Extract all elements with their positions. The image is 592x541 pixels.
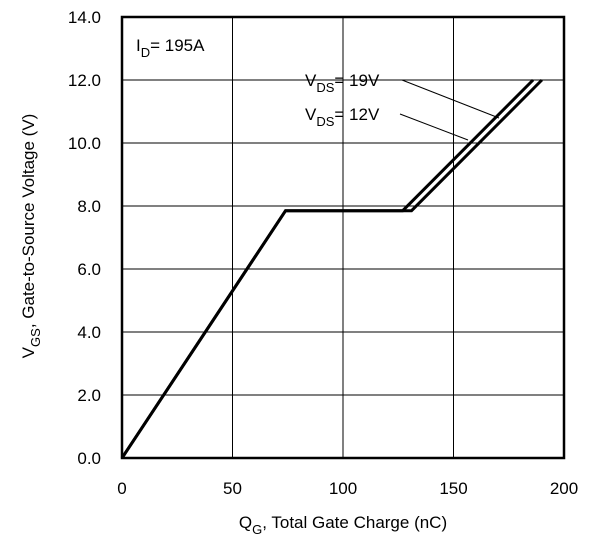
ylabel-sub: GS [28, 328, 43, 347]
xlabel-rest: , Total Gate Charge (nC) [262, 513, 447, 532]
series-label-vds-19v: VDS= 19V [305, 71, 380, 95]
annotation-sub: D [141, 45, 150, 60]
ylabel-main: V [19, 346, 38, 358]
leader-line-12v [399, 113, 469, 141]
y-tick-label: 10.0 [68, 134, 101, 153]
y-axis-label: VGS, Gate-to-Source Voltage (V) [19, 114, 43, 359]
series-label-sub: DS [316, 114, 334, 129]
leader-line-19v [401, 79, 500, 119]
y-tick-label: 8.0 [77, 197, 101, 216]
series-label-rest: = 12V [334, 105, 380, 124]
xlabel-main: Q [239, 513, 252, 532]
x-tick-label: 50 [223, 479, 242, 498]
series-label-sub: DS [316, 80, 334, 95]
annotation-rest: = 195A [150, 36, 205, 55]
x-tick-label: 100 [329, 479, 357, 498]
y-tick-label: 0.0 [77, 449, 101, 468]
annotation-main: I [136, 36, 141, 55]
y-tick-label: 2.0 [77, 386, 101, 405]
tick-labels: 0 50 100 150 200 0.0 2.0 4.0 6.0 8.0 10.0 12.0 14.0 [68, 8, 578, 498]
x-tick-label: 200 [550, 479, 578, 498]
y-tick-label: 4.0 [77, 323, 101, 342]
drain-current-annotation: ID= 195A [136, 36, 205, 60]
plot-frame [120, 15, 566, 460]
series-label-main: V [305, 105, 317, 124]
y-tick-label: 14.0 [68, 8, 101, 27]
x-axis-label: QG, Total Gate Charge (nC) [239, 513, 447, 537]
ylabel-rest: , Gate-to-Source Voltage (V) [19, 114, 38, 329]
x-tick-label: 150 [439, 479, 467, 498]
xlabel-sub: G [252, 522, 262, 537]
series-label-vds-12v: VDS= 12V [305, 105, 380, 129]
x-tick-label: 0 [117, 479, 126, 498]
series-label-rest: = 19V [334, 71, 380, 90]
series-layer [120, 78, 543, 459]
y-tick-label: 12.0 [68, 71, 101, 90]
series-line-vds-12v [120, 78, 535, 459]
series-label-main: V [305, 71, 317, 90]
y-tick-label: 6.0 [77, 260, 101, 279]
